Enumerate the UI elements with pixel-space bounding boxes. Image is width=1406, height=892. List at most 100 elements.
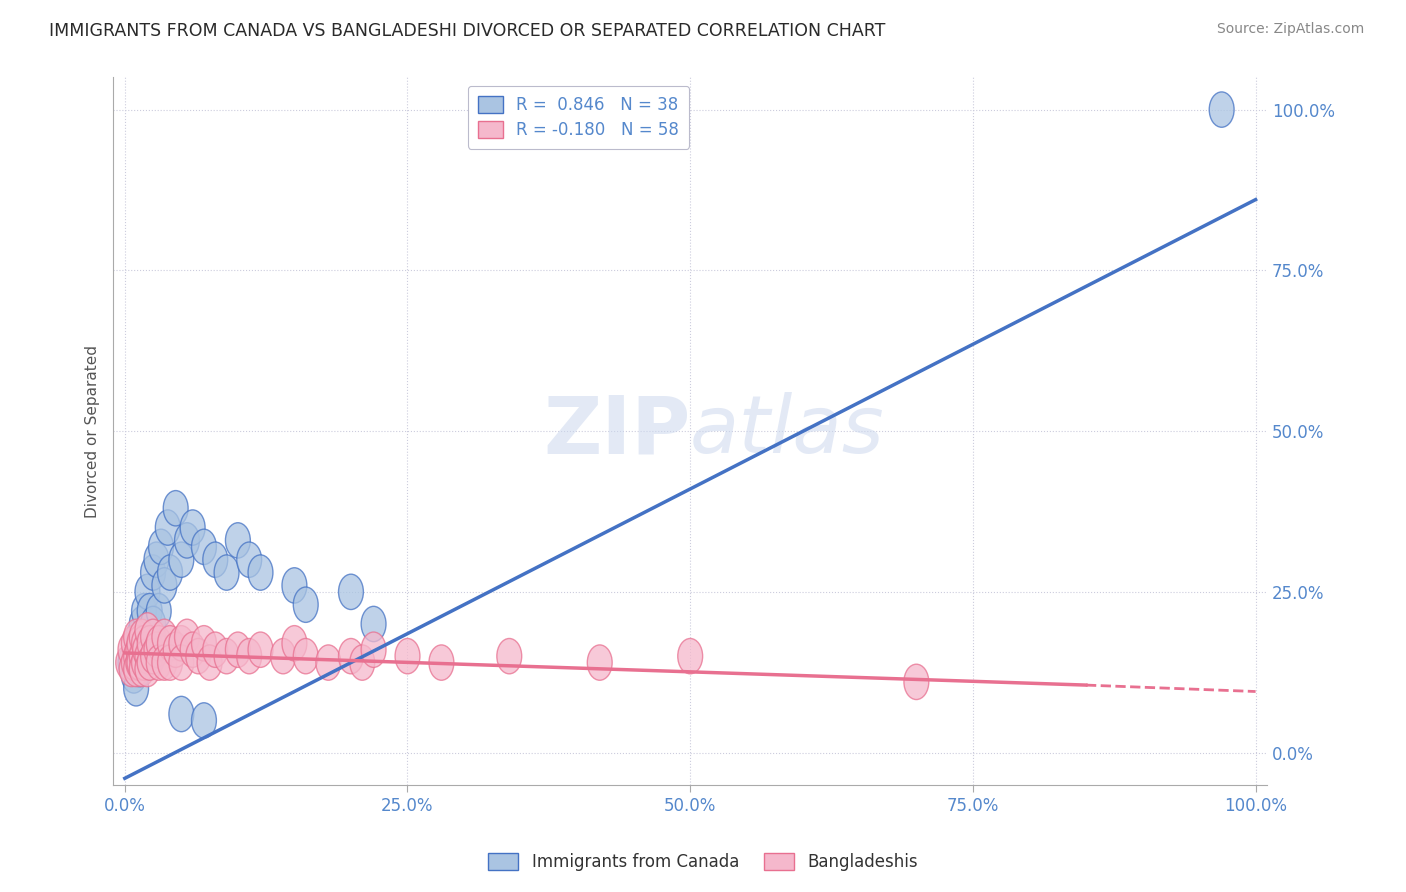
Text: IMMIGRANTS FROM CANADA VS BANGLADESHI DIVORCED OR SEPARATED CORRELATION CHART: IMMIGRANTS FROM CANADA VS BANGLADESHI DI… (49, 22, 886, 40)
Ellipse shape (157, 555, 183, 591)
Ellipse shape (124, 632, 149, 667)
Ellipse shape (146, 625, 172, 661)
Ellipse shape (135, 639, 160, 673)
Ellipse shape (124, 639, 149, 673)
Text: Source: ZipAtlas.com: Source: ZipAtlas.com (1216, 22, 1364, 37)
Ellipse shape (127, 645, 152, 681)
Ellipse shape (294, 587, 318, 623)
Ellipse shape (121, 657, 146, 693)
Ellipse shape (271, 639, 295, 673)
Ellipse shape (127, 645, 150, 681)
Ellipse shape (339, 574, 363, 609)
Ellipse shape (214, 639, 239, 673)
Ellipse shape (202, 632, 228, 667)
Ellipse shape (191, 625, 217, 661)
Ellipse shape (132, 632, 157, 667)
Ellipse shape (496, 639, 522, 673)
Ellipse shape (146, 645, 172, 681)
Ellipse shape (121, 645, 146, 681)
Ellipse shape (225, 523, 250, 558)
Ellipse shape (118, 632, 143, 667)
Ellipse shape (429, 645, 454, 681)
Ellipse shape (138, 593, 162, 629)
Ellipse shape (186, 639, 211, 673)
Ellipse shape (294, 639, 318, 673)
Ellipse shape (115, 645, 141, 681)
Ellipse shape (124, 619, 149, 655)
Ellipse shape (129, 619, 155, 655)
Ellipse shape (214, 555, 239, 591)
Ellipse shape (169, 542, 194, 577)
Ellipse shape (316, 645, 340, 681)
Ellipse shape (157, 625, 183, 661)
Ellipse shape (135, 651, 160, 687)
Ellipse shape (361, 632, 387, 667)
Y-axis label: Divorced or Separated: Divorced or Separated (86, 344, 100, 517)
Ellipse shape (197, 645, 222, 681)
Ellipse shape (127, 651, 152, 687)
Ellipse shape (124, 651, 149, 687)
Legend: Immigrants from Canada, Bangladeshis: Immigrants from Canada, Bangladeshis (479, 845, 927, 880)
Ellipse shape (143, 632, 169, 667)
Ellipse shape (143, 542, 169, 577)
Ellipse shape (129, 607, 155, 641)
Ellipse shape (169, 697, 194, 731)
Ellipse shape (132, 593, 156, 629)
Ellipse shape (236, 542, 262, 577)
Ellipse shape (361, 607, 387, 641)
Ellipse shape (152, 567, 177, 603)
Ellipse shape (132, 645, 156, 681)
Ellipse shape (149, 529, 173, 565)
Ellipse shape (141, 555, 166, 591)
Ellipse shape (135, 574, 160, 609)
Ellipse shape (121, 625, 146, 661)
Ellipse shape (141, 607, 166, 641)
Ellipse shape (127, 632, 150, 667)
Ellipse shape (127, 625, 152, 661)
Ellipse shape (120, 651, 143, 687)
Ellipse shape (225, 632, 250, 667)
Ellipse shape (202, 542, 228, 577)
Ellipse shape (129, 639, 155, 673)
Ellipse shape (132, 625, 157, 661)
Ellipse shape (129, 651, 155, 687)
Ellipse shape (169, 645, 194, 681)
Ellipse shape (588, 645, 612, 681)
Ellipse shape (678, 639, 703, 673)
Ellipse shape (350, 645, 375, 681)
Ellipse shape (152, 619, 177, 655)
Ellipse shape (174, 523, 200, 558)
Ellipse shape (180, 510, 205, 545)
Ellipse shape (180, 632, 205, 667)
Ellipse shape (247, 555, 273, 591)
Ellipse shape (141, 619, 166, 655)
Ellipse shape (141, 639, 166, 673)
Ellipse shape (146, 593, 172, 629)
Ellipse shape (157, 645, 183, 681)
Ellipse shape (191, 703, 217, 739)
Ellipse shape (339, 639, 363, 673)
Ellipse shape (191, 529, 217, 565)
Ellipse shape (174, 619, 200, 655)
Ellipse shape (904, 665, 929, 699)
Ellipse shape (163, 491, 188, 526)
Ellipse shape (135, 613, 160, 648)
Ellipse shape (135, 613, 160, 648)
Ellipse shape (247, 632, 273, 667)
Ellipse shape (129, 639, 155, 673)
Ellipse shape (395, 639, 420, 673)
Ellipse shape (283, 567, 307, 603)
Legend: R =  0.846   N = 38, R = -0.180   N = 58: R = 0.846 N = 38, R = -0.180 N = 58 (468, 86, 689, 149)
Ellipse shape (118, 645, 143, 681)
Text: atlas: atlas (690, 392, 884, 470)
Ellipse shape (124, 671, 149, 706)
Ellipse shape (155, 510, 180, 545)
Ellipse shape (169, 625, 194, 661)
Ellipse shape (152, 645, 177, 681)
Ellipse shape (236, 639, 262, 673)
Ellipse shape (163, 632, 188, 667)
Ellipse shape (138, 625, 162, 661)
Ellipse shape (127, 619, 150, 655)
Ellipse shape (138, 645, 162, 681)
Ellipse shape (1209, 92, 1234, 128)
